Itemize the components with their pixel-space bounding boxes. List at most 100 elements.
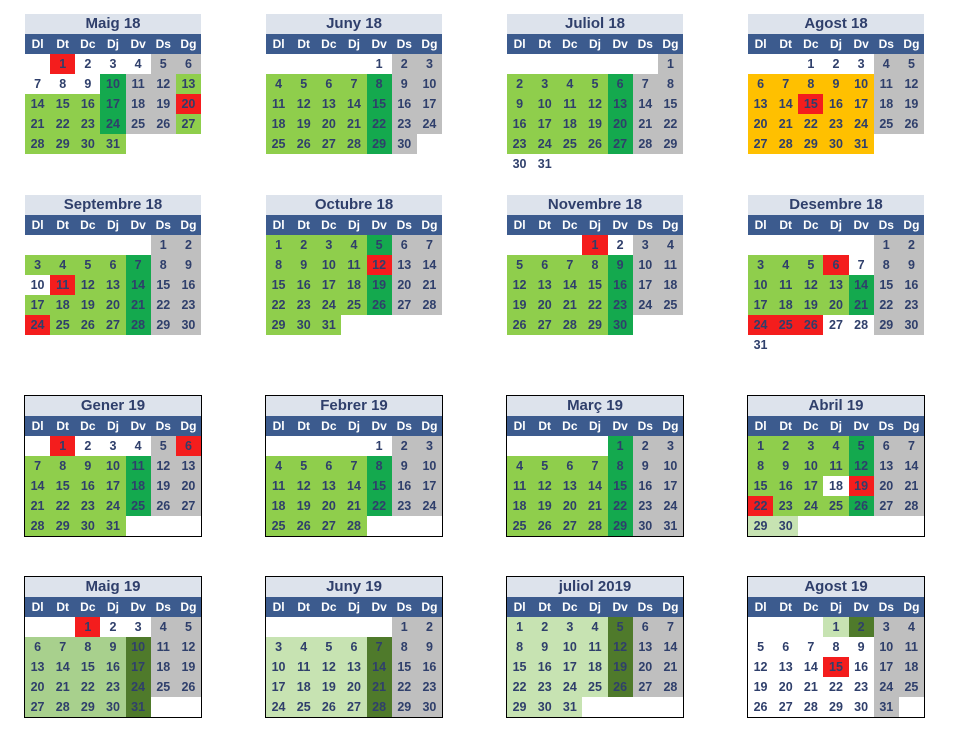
day-cell: 1 <box>50 436 76 456</box>
day-cell: 5 <box>366 235 392 255</box>
day-cell: 1 <box>50 54 76 74</box>
day-cell: 21 <box>25 496 51 516</box>
day-cell: 11 <box>150 637 176 657</box>
day-cell: 20 <box>632 657 658 677</box>
weekday-header: Dl Dt Dc Dj Dv Ds Dg <box>266 215 442 235</box>
weekday-label: Ds <box>637 37 653 51</box>
day-cell: 3 <box>416 54 442 74</box>
day-cell: 22 <box>366 114 392 134</box>
weekday-header: Dl Dt Dc Dj Dv Ds Dg <box>266 597 442 617</box>
day-cell: 4 <box>823 436 849 456</box>
day-cell: 25 <box>507 516 533 536</box>
day-cell: 14 <box>50 657 76 677</box>
day-cell: 30 <box>823 134 849 154</box>
day-cell: 7 <box>657 617 683 637</box>
empty-cell <box>873 516 899 536</box>
day-cell: 29 <box>266 315 292 335</box>
day-cell: 20 <box>873 476 899 496</box>
day-cell: 17 <box>125 657 151 677</box>
empty-cell <box>748 235 774 255</box>
day-cell: 23 <box>898 295 924 315</box>
day-cell: 12 <box>150 456 176 476</box>
day-cell: 11 <box>341 255 367 275</box>
day-cell: 25 <box>50 315 76 335</box>
day-cell: 12 <box>582 94 608 114</box>
month-calendar: Maig 18 Dl Dt Dc Dj Dv Ds Dg 1 2 3 4 5 6 7 8 9 10 11 12 13 14… <box>25 14 201 154</box>
day-cell: 21 <box>125 295 151 315</box>
day-cell: 3 <box>125 617 151 637</box>
weekday-label: Dg <box>903 218 920 232</box>
weekday-label: Ds <box>396 218 412 232</box>
weekday-label: Dl <box>513 419 526 433</box>
day-cell: 24 <box>557 677 583 697</box>
weekday-label: Dc <box>80 419 96 433</box>
empty-cell <box>100 235 126 255</box>
day-cell: 12 <box>798 275 824 295</box>
day-cell: 9 <box>823 74 849 94</box>
weekday-label: Dt <box>297 37 311 51</box>
day-cell: 1 <box>366 54 392 74</box>
day-cell: 13 <box>175 74 201 94</box>
day-cell: 19 <box>848 476 874 496</box>
weekday-label: Dt <box>779 419 793 433</box>
empty-cell <box>50 617 76 637</box>
day-cell: 10 <box>100 456 126 476</box>
empty-cell <box>532 235 558 255</box>
month-calendar: Juny 18 Dl Dt Dc Dj Dv Ds Dg 1 2 3 4 5 6 7 8 9 10 11 12 13 14… <box>266 14 442 154</box>
empty-cell <box>798 617 824 637</box>
day-cell: 7 <box>25 456 51 476</box>
day-cell: 14 <box>341 94 367 114</box>
day-grid: 1 2 3 4 5 6 7 8 9 10 11 12 13 14 15 16 17 18 19 20 21 22 23 24 2… <box>748 235 924 355</box>
empty-cell <box>582 697 608 717</box>
weekday-label: Dv <box>130 419 146 433</box>
day-cell: 29 <box>582 315 608 335</box>
day-cell: 30 <box>175 315 201 335</box>
day-cell: 18 <box>266 496 292 516</box>
weekday-label: Dv <box>371 37 387 51</box>
day-cell: 25 <box>291 697 317 717</box>
day-cell: 15 <box>582 275 608 295</box>
day-cell: 8 <box>507 637 533 657</box>
day-cell: 30 <box>632 516 658 536</box>
day-cell: 20 <box>341 677 367 697</box>
day-grid: 1 2 3 4 5 6 7 8 9 10 11 12 13 14 15 16 17 18 19 20 21 22 23 24 2… <box>25 617 201 717</box>
weekday-label: Dt <box>56 600 70 614</box>
weekday-label: Dl <box>272 419 285 433</box>
day-cell: 2 <box>391 436 417 456</box>
day-cell: 9 <box>391 74 417 94</box>
day-cell: 14 <box>366 657 392 677</box>
day-cell: 7 <box>416 235 442 255</box>
day-cell: 7 <box>798 637 824 657</box>
day-cell: 26 <box>291 516 317 536</box>
day-cell: 21 <box>341 496 367 516</box>
weekday-label: Ds <box>155 600 171 614</box>
day-cell: 10 <box>848 74 874 94</box>
month-calendar: Agost 18 Dl Dt Dc Dj Dv Ds Dg 1 2 3 4 5 6 7 8 9 10 11 12 13 1… <box>748 14 924 154</box>
day-cell: 11 <box>873 74 899 94</box>
day-cell: 26 <box>175 677 201 697</box>
day-cell: 12 <box>607 637 633 657</box>
day-cell: 11 <box>657 255 683 275</box>
day-cell: 27 <box>823 315 849 335</box>
day-cell: 20 <box>25 677 51 697</box>
day-cell: 14 <box>557 275 583 295</box>
day-cell: 1 <box>873 235 899 255</box>
day-cell: 24 <box>100 114 126 134</box>
day-cell: 11 <box>507 476 533 496</box>
weekday-label: Dg <box>662 419 679 433</box>
day-cell: 18 <box>557 114 583 134</box>
day-cell: 24 <box>873 677 899 697</box>
weekday-label: Dl <box>754 218 767 232</box>
day-cell: 14 <box>798 657 824 677</box>
day-cell: 29 <box>50 516 76 536</box>
day-cell: 30 <box>773 516 799 536</box>
day-cell: 15 <box>823 657 849 677</box>
weekday-label: Dj <box>829 419 842 433</box>
day-cell: 8 <box>582 255 608 275</box>
day-cell: 4 <box>582 617 608 637</box>
empty-cell <box>25 617 51 637</box>
day-cell: 12 <box>175 637 201 657</box>
day-cell: 1 <box>507 617 533 637</box>
empty-cell <box>557 235 583 255</box>
day-cell: 14 <box>657 637 683 657</box>
